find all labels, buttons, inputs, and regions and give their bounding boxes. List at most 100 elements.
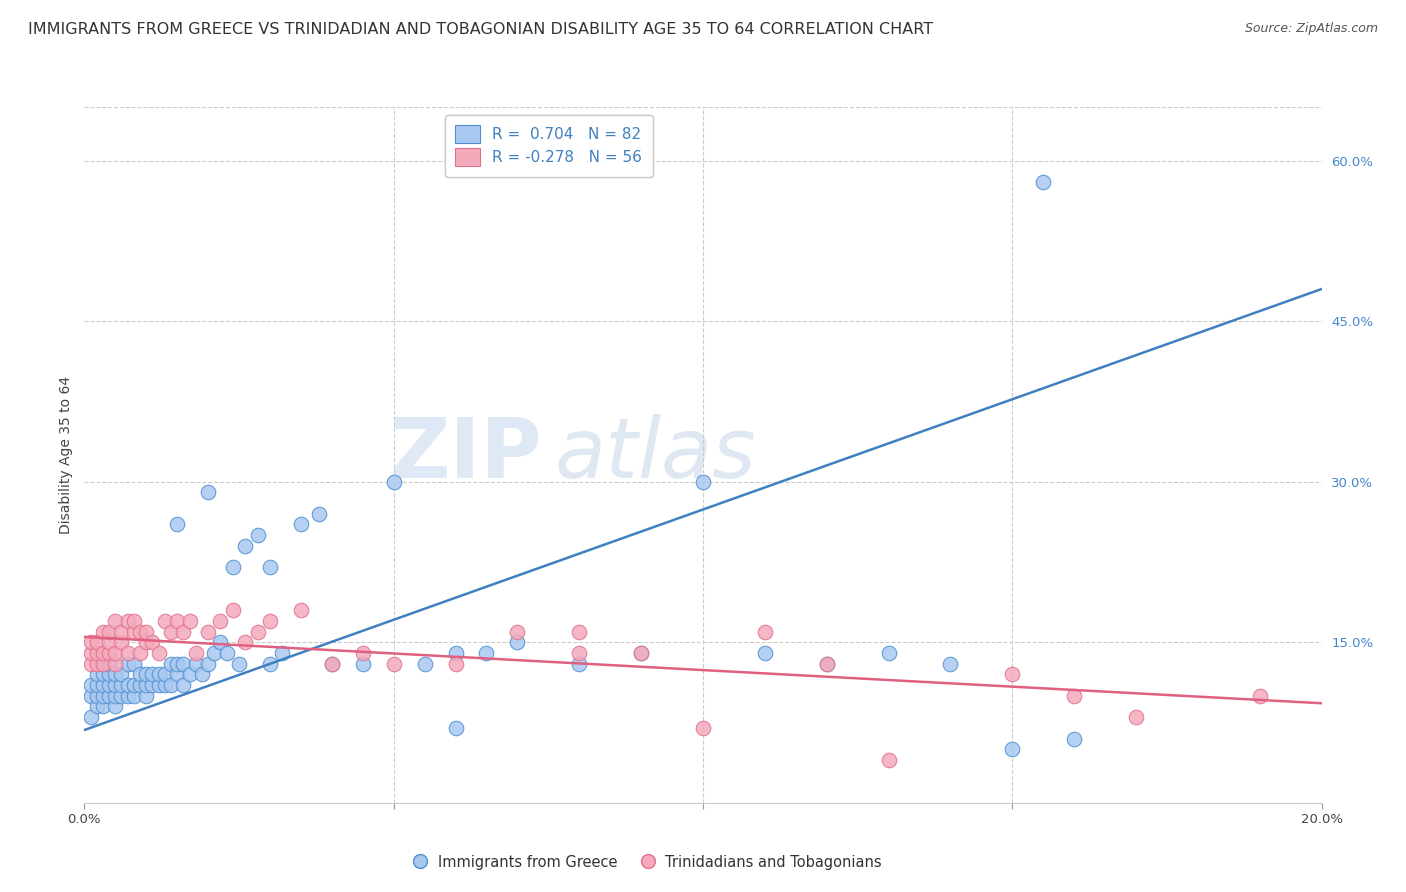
Point	[290, 603, 312, 617]
Point	[228, 657, 250, 671]
Point	[1249, 689, 1271, 703]
Point	[382, 657, 405, 671]
Point	[233, 635, 256, 649]
Point	[153, 614, 176, 628]
Point	[86, 635, 108, 649]
Point	[141, 667, 163, 681]
Point	[184, 657, 207, 671]
Point	[209, 614, 232, 628]
Point	[129, 646, 152, 660]
Point	[104, 678, 127, 692]
Point	[98, 678, 121, 692]
Point	[79, 635, 101, 649]
Point	[630, 646, 652, 660]
Point	[444, 657, 467, 671]
Point	[215, 646, 238, 660]
Point	[135, 624, 157, 639]
Point	[352, 646, 374, 660]
Point	[135, 635, 157, 649]
Point	[877, 646, 900, 660]
Point	[259, 560, 281, 574]
Point	[110, 624, 132, 639]
Point	[568, 646, 591, 660]
Point	[209, 635, 232, 649]
Point	[91, 624, 114, 639]
Point	[692, 721, 714, 735]
Point	[939, 657, 962, 671]
Point	[197, 624, 219, 639]
Point	[91, 689, 114, 703]
Point	[754, 646, 776, 660]
Point	[321, 657, 343, 671]
Point	[506, 624, 529, 639]
Point	[86, 689, 108, 703]
Point	[117, 678, 139, 692]
Point	[86, 646, 108, 660]
Point	[117, 646, 139, 660]
Point	[122, 689, 145, 703]
Point	[184, 646, 207, 660]
Text: Source: ZipAtlas.com: Source: ZipAtlas.com	[1244, 22, 1378, 36]
Point	[141, 678, 163, 692]
Point	[104, 667, 127, 681]
Point	[129, 678, 152, 692]
Point	[271, 646, 294, 660]
Text: ZIP: ZIP	[389, 415, 543, 495]
Point	[153, 667, 176, 681]
Point	[222, 603, 245, 617]
Point	[166, 517, 188, 532]
Point	[104, 699, 127, 714]
Point	[290, 517, 312, 532]
Point	[117, 689, 139, 703]
Point	[166, 667, 188, 681]
Point	[308, 507, 330, 521]
Point	[98, 646, 121, 660]
Point	[754, 624, 776, 639]
Point	[352, 657, 374, 671]
Point	[98, 624, 121, 639]
Point	[148, 646, 170, 660]
Point	[98, 689, 121, 703]
Point	[153, 678, 176, 692]
Point	[117, 657, 139, 671]
Point	[568, 657, 591, 671]
Point	[86, 667, 108, 681]
Point	[122, 657, 145, 671]
Point	[86, 678, 108, 692]
Point	[179, 614, 201, 628]
Point	[259, 614, 281, 628]
Point	[259, 657, 281, 671]
Point	[222, 560, 245, 574]
Point	[110, 635, 132, 649]
Point	[86, 699, 108, 714]
Point	[91, 657, 114, 671]
Point	[630, 646, 652, 660]
Point	[475, 646, 498, 660]
Point	[104, 646, 127, 660]
Point	[506, 635, 529, 649]
Point	[98, 667, 121, 681]
Legend: R =  0.704   N = 82, R = -0.278   N = 56: R = 0.704 N = 82, R = -0.278 N = 56	[444, 115, 652, 177]
Point	[135, 678, 157, 692]
Point	[815, 657, 838, 671]
Point	[321, 657, 343, 671]
Point	[1063, 731, 1085, 746]
Point	[1125, 710, 1147, 724]
Point	[877, 753, 900, 767]
Point	[815, 657, 838, 671]
Point	[160, 678, 183, 692]
Point	[98, 635, 121, 649]
Point	[79, 646, 101, 660]
Point	[191, 667, 214, 681]
Point	[79, 710, 101, 724]
Point	[148, 667, 170, 681]
Point	[98, 657, 121, 671]
Point	[91, 646, 114, 660]
Point	[79, 689, 101, 703]
Point	[172, 678, 194, 692]
Point	[197, 485, 219, 500]
Legend: Immigrants from Greece, Trinidadians and Tobagonians: Immigrants from Greece, Trinidadians and…	[406, 848, 887, 876]
Point	[91, 699, 114, 714]
Point	[172, 624, 194, 639]
Point	[117, 614, 139, 628]
